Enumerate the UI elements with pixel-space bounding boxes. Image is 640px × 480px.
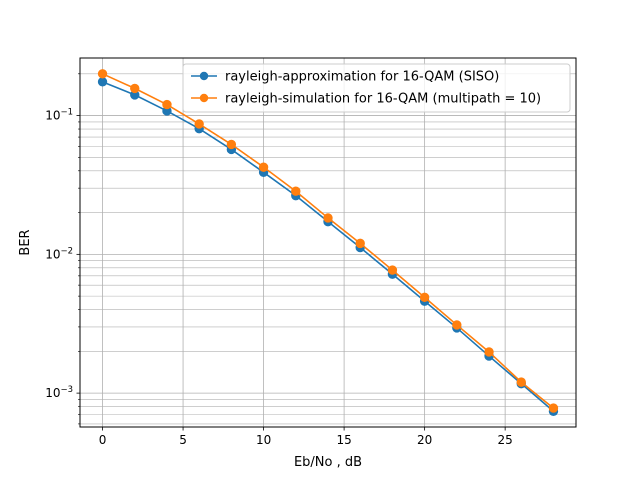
y-tick-label: 10−3 [45, 385, 73, 400]
x-tick-label: 15 [336, 433, 351, 447]
y-tick-label-exponent: −3 [60, 385, 73, 395]
series-1-point [226, 139, 237, 150]
series-1-point [130, 83, 140, 94]
series-1-point [484, 347, 494, 357]
series-0-point [97, 77, 108, 87]
y-tick-label-base: 10 [45, 386, 60, 400]
y-tick-label: 10−1 [45, 108, 73, 123]
x-axis-label: Eb/No , dB [294, 455, 362, 470]
y-tick-label-base: 10 [45, 109, 60, 123]
legend-box [182, 63, 571, 113]
series-1-point [258, 162, 269, 172]
x-tick-label: 5 [179, 433, 187, 447]
y-tick-label-base: 10 [45, 247, 60, 261]
y-tick-label-exponent: −1 [60, 108, 73, 118]
series-1-point [548, 403, 559, 413]
legend-label-1: rayleigh-simulation for 16-QAM (multipat… [225, 92, 541, 107]
x-tick-label: 10 [256, 433, 271, 447]
x-tick-label: 25 [498, 433, 513, 447]
plot-series [97, 69, 559, 416]
y-tick-label-exponent: −2 [60, 246, 73, 256]
axes-frame [79, 57, 577, 428]
legend-entries: rayleigh-approximation for 16-QAM (SISO)… [191, 70, 541, 107]
legend-label-0: rayleigh-approximation for 16-QAM (SISO) [225, 70, 499, 85]
grid-lines [80, 58, 576, 427]
x-tick-label: 0 [99, 433, 107, 447]
series-1-point [419, 292, 430, 303]
legend-marker-0 [199, 71, 209, 81]
series-1-point [355, 238, 365, 249]
y-tick-label: 10−2 [45, 246, 73, 261]
series-1-point [516, 377, 526, 387]
y-axis-label: BER [18, 229, 33, 255]
series-1-point [323, 213, 333, 223]
legend-marker-1 [199, 93, 209, 103]
x-tick-label: 20 [417, 433, 432, 447]
series-1-point [194, 119, 204, 129]
series-1-point [291, 186, 301, 196]
series-1-point [97, 69, 108, 79]
series-1-point [162, 99, 172, 110]
legend: rayleigh-approximation for 16-QAM (SISO)… [182, 63, 571, 113]
series-1-point [452, 320, 462, 330]
series-1-point [387, 265, 398, 275]
